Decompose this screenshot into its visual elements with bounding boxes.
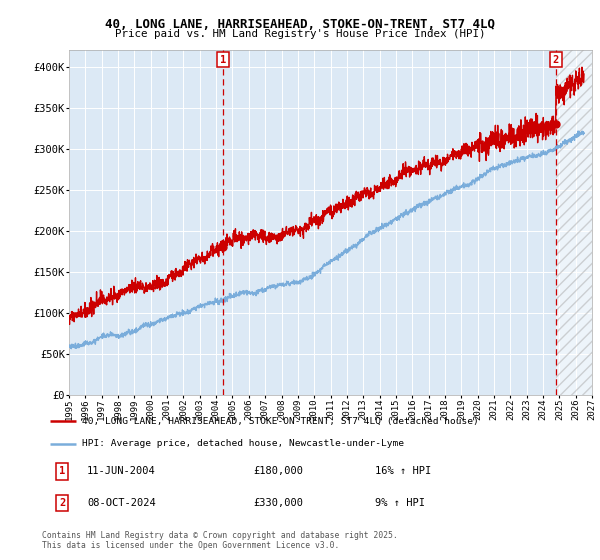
Bar: [556, 50, 592, 395]
Text: 2: 2: [59, 498, 65, 508]
Text: 08-OCT-2024: 08-OCT-2024: [87, 498, 155, 508]
Text: £180,000: £180,000: [253, 466, 303, 477]
Bar: [556, 50, 592, 395]
Text: 11-JUN-2004: 11-JUN-2004: [87, 466, 155, 477]
Text: 16% ↑ HPI: 16% ↑ HPI: [374, 466, 431, 477]
Text: 40, LONG LANE, HARRISEAHEAD, STOKE-ON-TRENT, ST7 4LQ (detached house): 40, LONG LANE, HARRISEAHEAD, STOKE-ON-TR…: [82, 417, 478, 426]
Text: Contains HM Land Registry data © Crown copyright and database right 2025.
This d: Contains HM Land Registry data © Crown c…: [42, 531, 398, 550]
Text: 1: 1: [59, 466, 65, 477]
Text: Price paid vs. HM Land Registry's House Price Index (HPI): Price paid vs. HM Land Registry's House …: [115, 29, 485, 39]
Text: 2: 2: [553, 54, 559, 64]
Text: £330,000: £330,000: [253, 498, 303, 508]
Text: 1: 1: [220, 54, 226, 64]
Text: 40, LONG LANE, HARRISEAHEAD, STOKE-ON-TRENT, ST7 4LQ: 40, LONG LANE, HARRISEAHEAD, STOKE-ON-TR…: [105, 18, 495, 31]
Text: HPI: Average price, detached house, Newcastle-under-Lyme: HPI: Average price, detached house, Newc…: [82, 439, 404, 448]
Text: 9% ↑ HPI: 9% ↑ HPI: [374, 498, 425, 508]
